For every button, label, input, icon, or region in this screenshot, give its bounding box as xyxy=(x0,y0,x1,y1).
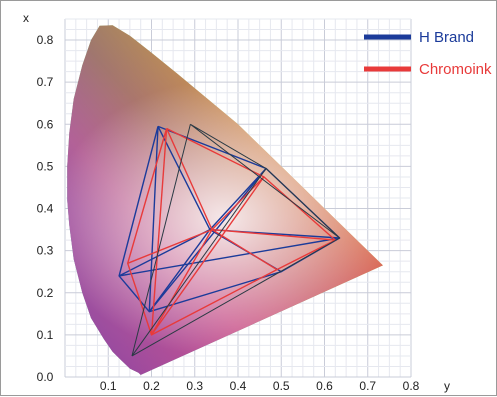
legend-label: Chromoink xyxy=(419,61,492,78)
tick-labels: 0.1 0.2 0.3 0.4 0.5 0.6 0.7 0.8 0.0 0.1 0.2 0.3 0.4 0… xyxy=(37,33,420,393)
y-tick-label: 0.0 xyxy=(37,370,54,384)
y-tick-label: 0.8 xyxy=(37,33,54,47)
y-axis-label: x xyxy=(23,11,29,25)
legend: H Brand Chromoink xyxy=(364,29,492,78)
series-line xyxy=(131,237,340,357)
y-tick-label: 0.2 xyxy=(37,286,54,300)
x-axis-label: y xyxy=(444,379,450,393)
x-tick-label: 0.3 xyxy=(186,379,203,393)
gamut-series xyxy=(118,123,341,357)
series-line xyxy=(150,176,265,336)
x-tick-label: 0.5 xyxy=(273,379,290,393)
series-line xyxy=(150,128,168,335)
y-tick-label: 0.5 xyxy=(37,159,54,173)
series-chromoink xyxy=(126,127,336,336)
x-tick-label: 0.1 xyxy=(100,379,117,393)
legend-label: H Brand xyxy=(419,29,474,46)
x-tick-label: 0.4 xyxy=(230,379,247,393)
x-tick-label: 0.8 xyxy=(403,379,420,393)
series-line xyxy=(148,168,267,313)
series-line xyxy=(131,168,267,357)
y-tick-label: 0.3 xyxy=(37,244,54,258)
x-tick-label: 0.7 xyxy=(359,379,376,393)
series-reference xyxy=(131,123,341,357)
y-tick-label: 0.4 xyxy=(37,202,54,216)
x-tick-label: 0.2 xyxy=(143,379,160,393)
y-tick-label: 0.6 xyxy=(37,117,54,131)
y-tick-label: 0.1 xyxy=(37,328,54,342)
x-tick-label: 0.6 xyxy=(316,379,333,393)
y-tick-label: 0.7 xyxy=(37,75,54,89)
series-line xyxy=(190,123,341,239)
series-line xyxy=(131,124,191,357)
